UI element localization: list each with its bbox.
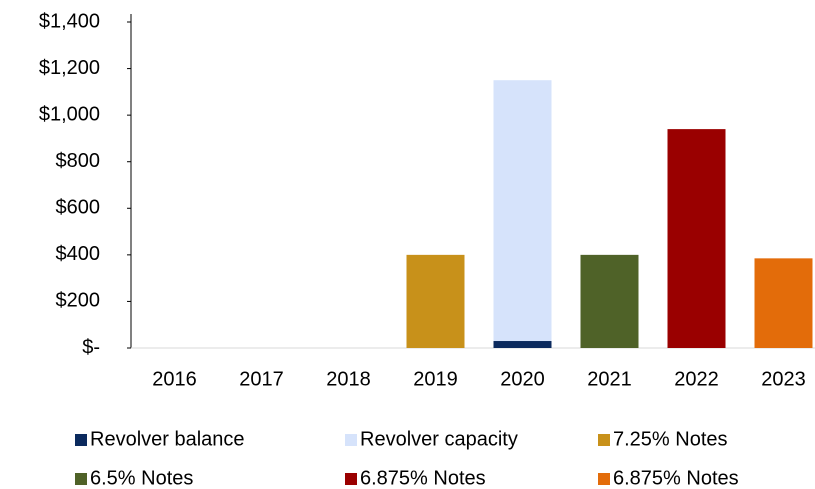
legend-swatch — [75, 473, 87, 485]
x-tick-label: 2018 — [326, 368, 371, 390]
legend-label: 7.25% Notes — [613, 428, 728, 450]
y-tick-label: $800 — [56, 150, 101, 172]
y-tick-label: $1,400 — [39, 10, 100, 32]
x-tick-label: 2016 — [152, 368, 197, 390]
bar-segment — [493, 341, 552, 348]
legend-label: Revolver capacity — [360, 428, 518, 450]
y-tick-label: $1,200 — [39, 57, 100, 79]
y-tick-label: $600 — [56, 197, 101, 219]
y-tick-label: $1,000 — [39, 103, 100, 125]
bar-segment — [580, 254, 639, 348]
y-tick-label: $- — [82, 336, 100, 358]
x-tick-label: 2023 — [761, 368, 806, 390]
legend-label: 6.875% Notes — [613, 467, 739, 489]
legend-swatch — [598, 473, 610, 485]
legend-label: Revolver balance — [90, 428, 245, 450]
x-tick-label: 2019 — [413, 368, 458, 390]
legend-swatch — [75, 434, 87, 446]
legend-label: 6.5% Notes — [90, 467, 193, 489]
legend-label: 6.875% Notes — [360, 467, 486, 489]
legend-swatch — [345, 473, 357, 485]
x-tick-label: 2017 — [239, 368, 284, 390]
bar-segment — [406, 254, 465, 348]
y-tick-label: $400 — [56, 243, 101, 265]
y-tick-label: $200 — [56, 290, 101, 312]
legend-swatch — [345, 434, 357, 446]
x-tick-label: 2022 — [674, 368, 719, 390]
bar-segment — [667, 129, 726, 348]
bar-segment — [493, 80, 552, 342]
bar-segment — [754, 258, 813, 348]
x-tick-label: 2021 — [587, 368, 632, 390]
legend-swatch — [598, 434, 610, 446]
x-tick-label: 2020 — [500, 368, 545, 390]
